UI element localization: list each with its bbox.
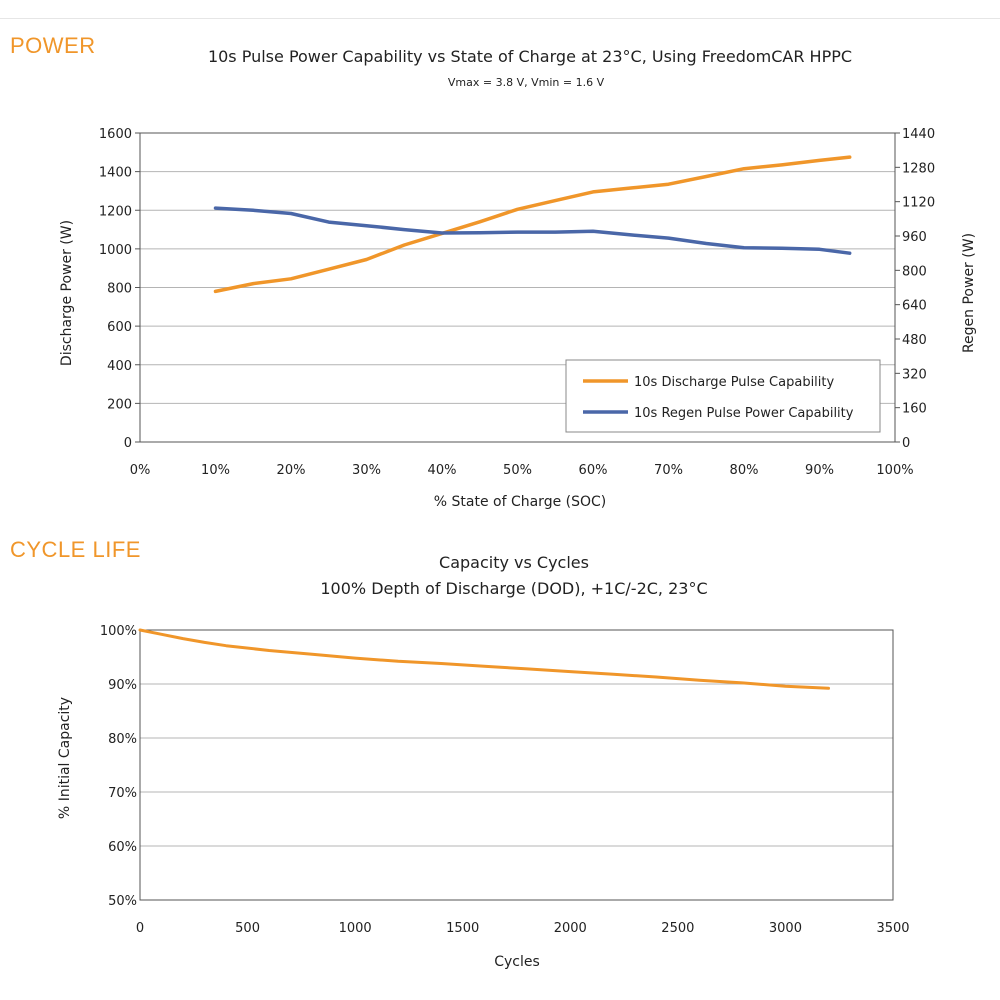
power-x-tick-label: 80%: [730, 463, 759, 478]
power-chart-title: 10s Pulse Power Capability vs State of C…: [208, 47, 852, 66]
power-left-tick-label: 1600: [99, 127, 132, 142]
power-x-tick-label: 100%: [876, 463, 913, 478]
cycle-chart-title: Capacity vs Cycles: [439, 553, 589, 572]
power-left-tick-label: 800: [107, 282, 132, 297]
power-legend-box: [565, 359, 881, 433]
power-right-tick-label: 1280: [902, 161, 935, 176]
cycle-y-tick-label: 50%: [108, 894, 137, 909]
legend-regen-label: 10s Regen Pulse Power Capability: [634, 406, 854, 421]
power-right-tick-label: 1120: [902, 196, 935, 211]
cycle-y-axis-label: % Initial Capacity: [57, 697, 73, 819]
power-x-tick-label: 0%: [130, 463, 151, 478]
power-left-tick-label: 0: [124, 436, 132, 451]
power-left-tick-label: 1000: [99, 243, 132, 258]
cycle-x-tick-label: 3000: [769, 921, 802, 936]
cycle-life-section-heading: CYCLE LIFE: [10, 537, 141, 562]
power-right-tick-label: 160: [902, 402, 927, 417]
cycle-x-tick-label: 2000: [554, 921, 587, 936]
cycle-plot-frame: [139, 629, 894, 901]
cycle-x-tick-label: 500: [235, 921, 260, 936]
power-right-tick-label: 960: [902, 230, 927, 245]
power-x-axis-label: % State of Charge (SOC): [434, 494, 607, 510]
power-left-tick-label: 400: [107, 359, 132, 374]
power-right-tick-label: 320: [902, 367, 927, 382]
power-left-tick-label: 600: [107, 320, 132, 335]
cycle-y-tick-label: 80%: [108, 732, 137, 747]
discharge-series-line: [213, 155, 852, 294]
power-x-tick-label: 60%: [579, 463, 608, 478]
power-left-axis-label: Discharge Power (W): [59, 220, 75, 366]
power-right-tick-label: 800: [902, 264, 927, 279]
capacity-series-line: [138, 628, 830, 690]
power-right-tick-label: 1440: [902, 127, 935, 142]
cycle-y-tick-label: 60%: [108, 840, 137, 855]
power-left-tick-label: 1400: [99, 166, 132, 181]
regen-series-line: [213, 206, 852, 255]
power-x-tick-label: 20%: [277, 463, 306, 478]
cycle-x-tick-label: 1000: [339, 921, 372, 936]
power-section-heading: POWER: [10, 33, 96, 58]
power-chart-subtitle: Vmax = 3.8 V, Vmin = 1.6 V: [448, 76, 605, 89]
power-x-tick-label: 50%: [503, 463, 532, 478]
power-x-tick-label: 10%: [201, 463, 230, 478]
power-left-tick-label: 1200: [99, 204, 132, 219]
power-plot-frame: [139, 132, 896, 443]
cycle-x-axis-label: Cycles: [494, 954, 540, 970]
power-x-tick-label: 90%: [805, 463, 834, 478]
power-x-tick-label: 30%: [352, 463, 381, 478]
power-x-tick-label: 40%: [428, 463, 457, 478]
power-right-tick-label: 640: [902, 299, 927, 314]
power-right-axis-label: Regen Power (W): [961, 233, 977, 353]
cycle-y-tick-label: 90%: [108, 678, 137, 693]
top-divider: [0, 18, 1000, 19]
cycle-y-tick-label: 70%: [108, 786, 137, 801]
power-right-tick-label: 480: [902, 333, 927, 348]
cycle-x-tick-label: 0: [136, 921, 144, 936]
power-x-tick-label: 70%: [654, 463, 683, 478]
cycle-chart-subtitle: 100% Depth of Discharge (DOD), +1C/-2C, …: [320, 579, 707, 598]
power-right-tick-label: 0: [902, 436, 910, 451]
cycle-x-tick-label: 1500: [446, 921, 479, 936]
cycle-x-tick-label: 2500: [661, 921, 694, 936]
cycle-y-tick-label: 100%: [100, 624, 137, 639]
power-left-tick-label: 200: [107, 397, 132, 412]
legend-discharge-label: 10s Discharge Pulse Capability: [634, 375, 835, 390]
cycle-x-tick-label: 3500: [876, 921, 909, 936]
